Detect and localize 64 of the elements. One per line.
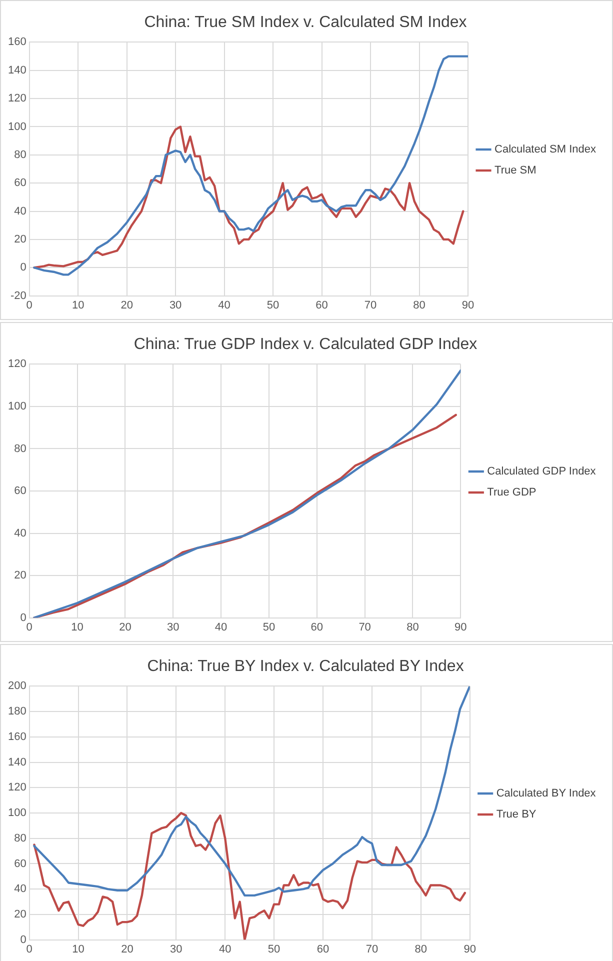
x-tick-label: 20	[119, 621, 132, 634]
y-tick-label: 20	[14, 570, 26, 582]
y-tick-label: 120	[8, 92, 26, 105]
y-tick-label: 160	[8, 36, 26, 48]
x-tick-label: 40	[218, 299, 230, 312]
y-tick-label: 40	[14, 883, 26, 896]
legend-label: True BY	[496, 808, 537, 821]
x-tick-label: 90	[464, 943, 476, 956]
y-tick-label: 0	[20, 934, 26, 946]
x-tick-label: 50	[262, 621, 276, 634]
y-tick-label: 40	[14, 527, 26, 540]
x-tick-label: 60	[316, 299, 328, 312]
x-tick-label: 30	[170, 943, 182, 956]
y-tick-label: 40	[14, 205, 26, 218]
legend-label: True GDP	[487, 486, 536, 499]
x-tick-label: 70	[366, 943, 378, 956]
x-tick-label: 10	[72, 943, 84, 956]
y-tick-label: 20	[14, 908, 26, 920]
y-tick-label: 120	[8, 782, 26, 794]
y-tick-label: 200	[8, 680, 26, 692]
y-tick-label: 100	[8, 807, 26, 820]
x-tick-label: 50	[266, 299, 280, 312]
x-tick-label: 90	[454, 621, 467, 634]
x-tick-label: 90	[462, 299, 474, 312]
chart-title: China: True GDP Index v. Calculated GDP Index	[134, 336, 478, 354]
x-tick-label: 20	[120, 299, 133, 312]
y-tick-label: 60	[14, 177, 26, 190]
y-tick-label: 80	[14, 442, 26, 455]
y-tick-label: 0	[20, 612, 26, 624]
y-tick-label: 120	[8, 358, 26, 370]
y-tick-label: 180	[8, 706, 26, 718]
x-tick-label: 10	[71, 621, 84, 634]
chart-title: China: True SM Index v. Calculated SM Index	[144, 14, 467, 32]
x-tick-label: 10	[72, 299, 84, 312]
x-tick-label: 30	[167, 621, 180, 634]
y-tick-label: 140	[8, 64, 26, 76]
legend-label: Calculated BY Index	[496, 788, 596, 800]
legend-label: True SM	[494, 164, 536, 177]
x-tick-label: 70	[358, 621, 371, 634]
y-tick-label: 60	[14, 858, 26, 870]
x-tick-label: 30	[169, 299, 182, 312]
y-tick-label: 60	[14, 485, 26, 498]
x-tick-label: 40	[218, 943, 232, 956]
y-tick-label: 80	[14, 148, 26, 161]
x-tick-label: 60	[316, 943, 330, 956]
legend-label: Calculated GDP Index	[487, 466, 596, 478]
x-tick-label: 40	[214, 621, 228, 634]
y-tick-label: 100	[8, 400, 26, 412]
y-tick-label: 140	[8, 756, 26, 768]
legend-label: Calculated SM Index	[494, 144, 596, 156]
y-tick-label: 80	[14, 832, 26, 844]
x-tick-label: 70	[364, 299, 377, 312]
x-tick-label: 50	[268, 943, 280, 956]
x-tick-label: 60	[310, 621, 324, 634]
chart-title: China: True BY Index v. Calculated BY Index	[147, 658, 464, 676]
x-tick-label: 80	[414, 943, 428, 956]
x-tick-label: 80	[413, 299, 426, 312]
y-tick-label: 160	[8, 730, 26, 743]
x-tick-label: 80	[406, 621, 419, 634]
x-tick-label: 20	[121, 943, 134, 956]
y-tick-label: 100	[8, 120, 26, 133]
y-tick-label: -20	[10, 290, 26, 302]
y-tick-label: 0	[20, 262, 26, 274]
y-tick-label: 20	[14, 233, 26, 246]
